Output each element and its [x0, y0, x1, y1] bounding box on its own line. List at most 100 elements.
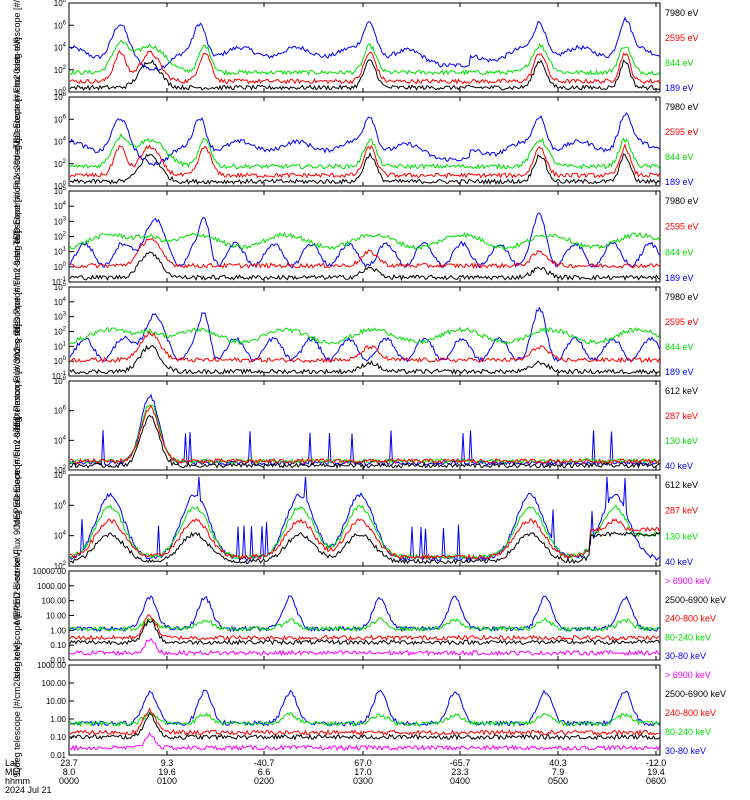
legend-entry: 7980 eV	[665, 196, 699, 206]
panel-frame	[68, 664, 661, 756]
series-trace-black	[69, 151, 660, 186]
series-trace-magenta	[69, 731, 660, 752]
series-trace-magenta	[69, 637, 660, 657]
panel-frame	[68, 2, 661, 93]
y-tick-label: 102	[54, 159, 67, 169]
series-trace-green	[69, 504, 660, 561]
legend-entry: > 6900 keV	[665, 576, 711, 586]
y-tick-label: 106	[54, 500, 67, 510]
y-tick-label: 102	[54, 465, 67, 475]
y-tick-label: 1000.00	[37, 582, 66, 591]
y-tick-label: 1.00	[50, 626, 66, 635]
series-trace-black	[69, 531, 660, 565]
legend-entry: 40 keV	[665, 461, 693, 471]
y-tick-label: 101	[54, 341, 67, 351]
series-trace-blue	[69, 306, 660, 364]
series-trace-red	[69, 237, 660, 270]
series-trace-red	[69, 614, 660, 642]
x-row-label: hhmm	[5, 776, 30, 786]
series-trace-black	[69, 712, 660, 741]
series-trace-red	[69, 330, 660, 364]
y-tick-label: 101	[54, 247, 67, 257]
y-tick-label: 108	[54, 376, 67, 386]
x-tick-label: 0200	[254, 776, 274, 786]
legend-entry: 40 keV	[665, 557, 693, 567]
y-axis-label: TED Electron Flux 30deg telescope [#/cm2…	[12, 37, 22, 245]
y-axis-label: 90deg telescope [#/cm2-s-sr-keV]	[12, 643, 22, 778]
y-tick-label: 103	[54, 216, 67, 226]
y-axis-label: 0deg telescope [#/cm2-s-str-keV]	[12, 549, 22, 681]
series-trace-black	[69, 251, 660, 282]
legend-entry: 189 eV	[665, 273, 694, 283]
legend-entry: 7980 eV	[665, 8, 699, 18]
y-tick-label: 102	[54, 327, 67, 337]
y-axis-label: TED Proton Flux 30deg telescope [#/cm2-s…	[12, 231, 22, 433]
y-tick-label: 106	[54, 114, 67, 124]
series-trace-black	[69, 344, 660, 376]
x-tick-label: 67.0	[354, 758, 372, 768]
x-tick-label: 23.7	[60, 758, 78, 768]
y-axis-label: MEPED Electron Flux 90deg telescope [#/c…	[12, 416, 22, 624]
y-tick-label: 102	[54, 561, 67, 571]
series-trace-blue	[69, 476, 660, 563]
legend-entry: 844 eV	[665, 152, 694, 162]
legend-entry: 189 eV	[665, 83, 694, 93]
x-tick-label: -65.7	[450, 758, 471, 768]
y-tick-label: 108	[54, 92, 67, 102]
series-trace-red	[69, 707, 660, 737]
series-trace-black	[69, 59, 660, 91]
legend-entry: 240-800 keV	[665, 708, 716, 718]
y-tick-label: 100	[54, 87, 67, 97]
y-tick-label: 0.10	[50, 641, 66, 650]
legend-entry: 130 keV	[665, 531, 698, 541]
legend-entry: 2500-6900 keV	[665, 689, 726, 699]
y-axis-label: TED Electron Flux 0deg telescope [#/cm2-…	[12, 0, 22, 149]
legend-entry: 612 keV	[665, 386, 698, 396]
series-trace-red	[69, 143, 660, 179]
series-trace-green	[69, 231, 660, 251]
y-tick-label: 100	[54, 356, 67, 366]
y-tick-label: 100	[54, 181, 67, 191]
y-tick-label: 106	[54, 406, 67, 416]
legend-entry: 7980 eV	[665, 292, 699, 302]
x-tick-label: 23.3	[451, 767, 469, 777]
y-tick-label: 0.10	[50, 733, 66, 742]
panel-frame	[68, 286, 661, 377]
series-trace-blue	[69, 595, 660, 633]
y-tick-label: 108	[54, 470, 67, 480]
y-tick-label: 106	[54, 20, 67, 30]
y-tick-label: 104	[54, 201, 67, 211]
legend-entry: 80-240 keV	[665, 727, 711, 737]
y-tick-label: 1000.00	[37, 661, 66, 670]
legend-entry: > 6900 keV	[665, 670, 711, 680]
y-tick-label: 102	[54, 65, 67, 75]
y-tick-label: 0.01	[50, 656, 66, 665]
legend-entry: 844 eV	[665, 58, 694, 68]
series-trace-green	[69, 132, 660, 170]
y-tick-label: 10-1	[52, 277, 67, 287]
legend-entry: 130 keV	[665, 436, 698, 446]
legend-entry: 287 keV	[665, 411, 698, 421]
legend-entry: 30-80 keV	[665, 651, 706, 661]
panel-4	[68, 286, 661, 377]
y-tick-label: 100	[54, 262, 67, 272]
legend-entry: 2595 eV	[665, 317, 699, 327]
series-trace-blue	[70, 689, 660, 727]
x-row-label: Lat	[5, 758, 18, 768]
series-trace-green	[69, 711, 660, 727]
series-trace-red	[69, 49, 660, 85]
y-tick-label: 104	[54, 137, 67, 147]
x-tick-label: 40.3	[549, 758, 567, 768]
series-trace-red	[69, 517, 660, 561]
y-tick-label: 100.00	[42, 597, 67, 606]
panel-8	[68, 664, 661, 756]
y-tick-label: 0.01	[50, 751, 66, 760]
x-tick-label: 8.0	[63, 767, 76, 777]
x-tick-label: 19.6	[158, 767, 176, 777]
panel-7	[68, 570, 661, 661]
panel-2	[68, 96, 661, 187]
x-tick-label: 0400	[450, 776, 470, 786]
panel-frame	[68, 474, 661, 567]
x-tick-label: 0500	[548, 776, 568, 786]
